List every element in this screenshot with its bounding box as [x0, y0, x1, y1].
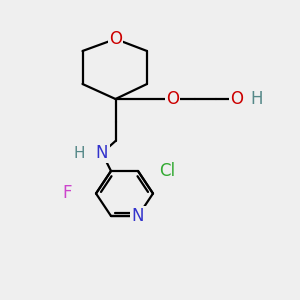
- Text: N: N: [132, 207, 144, 225]
- Text: Cl: Cl: [159, 162, 175, 180]
- Text: H: H: [250, 90, 263, 108]
- Text: H: H: [74, 146, 85, 160]
- Text: N: N: [96, 144, 108, 162]
- Text: O: O: [230, 90, 244, 108]
- Text: F: F: [62, 184, 72, 202]
- Text: O: O: [166, 90, 179, 108]
- Text: O: O: [109, 30, 122, 48]
